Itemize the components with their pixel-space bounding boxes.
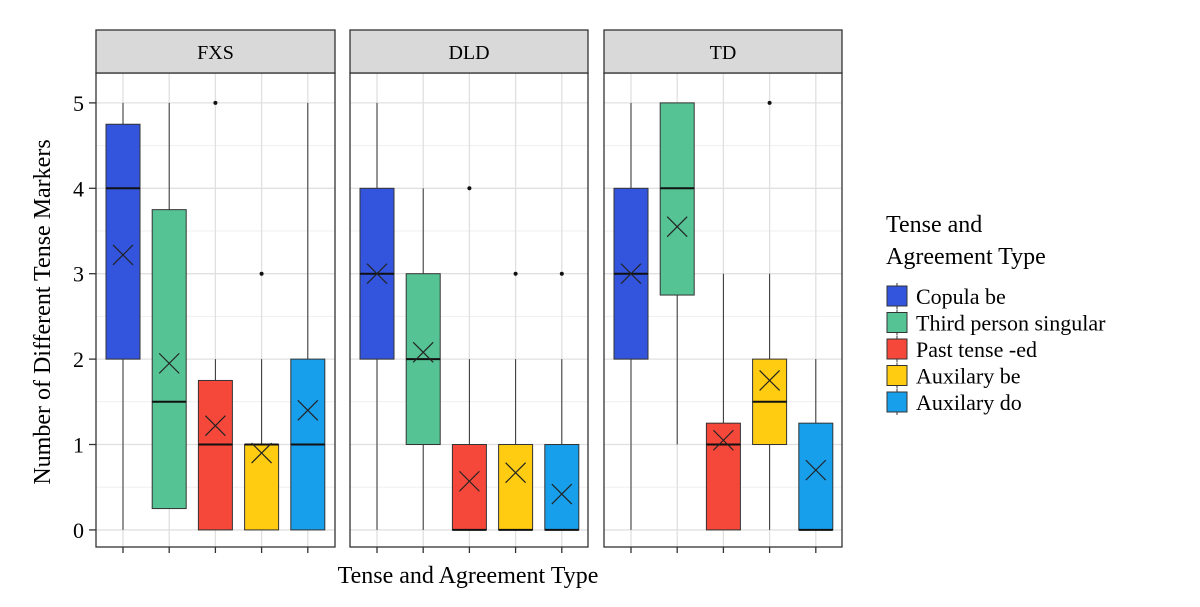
legend-item-label: Past tense -ed bbox=[916, 337, 1037, 362]
mean-marker bbox=[251, 442, 273, 464]
facet-strip bbox=[603, 29, 843, 74]
y-tick-label: 2 bbox=[73, 347, 84, 372]
legend-item-label: Auxilary do bbox=[916, 390, 1022, 415]
box-body bbox=[705, 422, 741, 531]
facet-panel-td: TD bbox=[603, 29, 843, 553]
mean-marker bbox=[297, 399, 319, 421]
box-td-auxilary-do bbox=[798, 359, 834, 531]
legend-title: Agreement Type bbox=[886, 244, 1046, 270]
legend-item-label: Third person singular bbox=[916, 311, 1106, 336]
mean-marker bbox=[112, 244, 134, 266]
box-body bbox=[498, 444, 534, 531]
mean-marker bbox=[204, 415, 226, 437]
legend-key bbox=[886, 309, 908, 336]
y-tick-label: 5 bbox=[73, 91, 84, 116]
facet-label: DLD bbox=[448, 42, 489, 64]
outlier-point bbox=[467, 186, 472, 191]
facet-strip bbox=[95, 29, 336, 74]
box-body bbox=[544, 444, 580, 531]
mean-marker bbox=[620, 263, 642, 285]
y-tick-label: 1 bbox=[73, 433, 84, 458]
legend-swatch bbox=[886, 338, 908, 360]
box-body bbox=[451, 444, 487, 531]
legend-item-label: Copula be bbox=[916, 284, 1006, 309]
mean-marker bbox=[666, 216, 688, 238]
mean-marker bbox=[759, 370, 781, 391]
box-body bbox=[151, 209, 187, 510]
y-tick-label: 3 bbox=[73, 262, 84, 287]
box-fxs-auxilary-be bbox=[244, 271, 280, 531]
box-body bbox=[798, 422, 834, 531]
box-fxs-copula-be bbox=[105, 102, 141, 530]
box-dld-third-person-singular bbox=[405, 188, 441, 530]
outlier-point bbox=[259, 271, 264, 276]
mean-marker bbox=[551, 483, 573, 505]
box-td-auxilary-be bbox=[752, 100, 788, 530]
box-dld-copula-be bbox=[359, 102, 395, 530]
legend-swatch bbox=[886, 391, 908, 413]
facet-strip bbox=[349, 29, 589, 74]
mean-marker bbox=[366, 263, 388, 285]
y-axis-title: Number of Different Tense Markers bbox=[30, 139, 56, 484]
facet-panel-dld: DLD bbox=[349, 29, 589, 553]
mean-marker bbox=[458, 470, 480, 492]
outlier-point bbox=[513, 271, 518, 276]
box-fxs-auxilary-do bbox=[290, 102, 326, 531]
box-body bbox=[105, 123, 141, 360]
box-fxs-third-person-singular bbox=[151, 102, 187, 510]
mean-marker bbox=[505, 462, 527, 484]
y-tick-label: 4 bbox=[73, 176, 84, 201]
box-dld-auxilary-do bbox=[544, 271, 580, 531]
legend-key bbox=[886, 362, 908, 389]
y-axis: 0 1 2 3 4 5 bbox=[73, 91, 96, 543]
y-tick-label: 0 bbox=[73, 518, 84, 543]
facet-label: FXS bbox=[197, 42, 234, 64]
box-body bbox=[197, 379, 233, 531]
x-axis-title: Tense and Agreement Type bbox=[338, 563, 599, 589]
legend-swatch bbox=[886, 285, 908, 307]
mean-marker bbox=[805, 459, 827, 481]
legend-title: Tense and bbox=[886, 212, 982, 238]
outlier-point bbox=[213, 100, 218, 105]
mean-marker bbox=[712, 429, 734, 451]
outlier-point bbox=[559, 271, 564, 276]
mean-marker bbox=[158, 352, 180, 374]
legend-swatch bbox=[886, 365, 908, 386]
legend-key bbox=[886, 389, 908, 415]
box-td-third-person-singular bbox=[659, 102, 695, 445]
box-body bbox=[659, 102, 695, 296]
legend-item-label: Auxilary be bbox=[916, 364, 1020, 389]
legend-key bbox=[886, 283, 908, 309]
box-dld-past-tense-ed bbox=[451, 186, 487, 531]
outlier-point bbox=[767, 100, 772, 105]
facet-label: TD bbox=[710, 42, 737, 64]
box-td-copula-be bbox=[613, 102, 649, 530]
facet-panel-fxs: FXS bbox=[95, 29, 336, 553]
box-body bbox=[244, 444, 280, 531]
mean-marker bbox=[412, 341, 434, 363]
legend-swatch bbox=[886, 312, 908, 333]
facet-panels: FXS DLD TD bbox=[95, 29, 843, 553]
box-dld-auxilary-be bbox=[498, 271, 534, 531]
box-td-past-tense-ed bbox=[705, 273, 741, 531]
legend-key bbox=[886, 336, 908, 362]
box-fxs-past-tense-ed bbox=[197, 100, 233, 531]
